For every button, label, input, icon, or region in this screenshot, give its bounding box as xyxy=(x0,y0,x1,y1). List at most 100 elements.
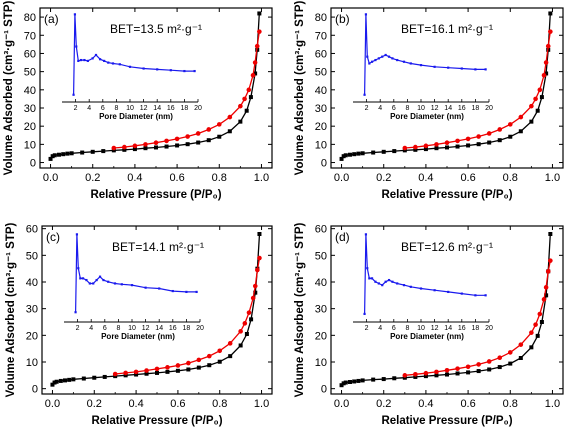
series-point-0 xyxy=(445,372,449,377)
x-tick-label: 0.0 xyxy=(43,172,58,184)
inset-series-point xyxy=(368,62,371,65)
inset-x-tick-label: 4 xyxy=(89,325,93,332)
inset-series-point xyxy=(391,57,394,60)
series-point-1 xyxy=(548,29,553,34)
inset-series-point xyxy=(83,58,86,62)
inset-series-point xyxy=(88,282,91,285)
series-point-0 xyxy=(196,140,201,145)
bet-annotation: BET=13.5 m²·g⁻¹ xyxy=(110,22,202,36)
series-point-1 xyxy=(529,330,534,335)
bet-annotation: BET=14.1 m²·g⁻¹ xyxy=(112,240,204,254)
inset-x-tick-label: 12 xyxy=(431,325,439,332)
series-point-1 xyxy=(132,143,138,149)
inset-x-tick-label: 6 xyxy=(392,105,396,112)
series-point-0 xyxy=(535,108,540,113)
series-point-0 xyxy=(455,371,460,376)
inset-x-tick-label: 8 xyxy=(116,325,120,332)
y-tick-label: 50 xyxy=(26,250,38,262)
inset-series-point xyxy=(474,294,477,297)
inset-series-point xyxy=(98,58,102,61)
x-tick-label: 0.8 xyxy=(212,172,227,184)
inset-x-tick-label: 2 xyxy=(74,105,78,112)
inset-chart: 2 4 6 8 10 12 14 16 18 20 Pore Diameter (nm) xyxy=(353,233,493,341)
inset-series-point xyxy=(120,283,123,286)
inset-series-point xyxy=(419,64,423,67)
inset-chart: 2 4 6 8 10 12 14 16 18 20 Pore Diameter (nm) xyxy=(353,13,493,121)
series-point-0 xyxy=(529,119,534,124)
series-point-0 xyxy=(217,359,222,364)
inset-series-point xyxy=(195,290,198,294)
inset-series-point xyxy=(72,93,75,96)
chart-panel-c: 0.0 0.2 0.4 0.6 0.8 1.0 0 10 20 30 40 50 60 Relative … xyxy=(5,222,273,427)
series-point-1 xyxy=(529,103,534,109)
y-tick-label: 30 xyxy=(24,103,36,115)
inset-x-axis-title: Pore Diameter (nm) xyxy=(390,332,464,341)
series-point-0 xyxy=(217,134,222,139)
chart-panel-a: 0.0 0.2 0.4 0.6 0.8 1.0 0 10 20 30 40 50 60 70 80 Relat… xyxy=(3,0,273,201)
series-point-0 xyxy=(360,151,365,156)
y-tick-label: 40 xyxy=(24,85,36,97)
y-tick-label: 10 xyxy=(315,139,327,151)
series-point-0 xyxy=(360,378,365,383)
inset-x-tick-label: 10 xyxy=(417,325,425,332)
y-tick-label: 0 xyxy=(321,384,327,396)
series-point-0 xyxy=(67,377,72,382)
inset-series-point xyxy=(474,68,477,71)
series-point-0 xyxy=(548,232,553,236)
series-point-1 xyxy=(112,371,118,377)
series-point-0 xyxy=(539,320,544,324)
series-point-0 xyxy=(356,151,361,156)
series-point-1 xyxy=(257,255,262,261)
y-tick-label: 30 xyxy=(26,304,38,316)
series-line-1 xyxy=(115,257,261,375)
series-point-0 xyxy=(392,149,397,154)
inset-x-tick-label: 4 xyxy=(378,325,382,332)
inset-series-point xyxy=(409,62,412,65)
series-point-0 xyxy=(544,71,549,76)
series-point-1 xyxy=(165,365,170,370)
x-tick-label: 0.2 xyxy=(376,398,391,410)
inset-series-point xyxy=(156,68,159,71)
inset-series-point xyxy=(169,69,172,72)
series-point-1 xyxy=(123,370,128,376)
series-point-0 xyxy=(102,374,107,379)
series-point-0 xyxy=(434,146,439,151)
series-point-0 xyxy=(339,156,344,161)
y-tick-label: 70 xyxy=(24,30,36,42)
series-point-0 xyxy=(352,152,357,157)
series-point-0 xyxy=(402,375,407,380)
series-point-1 xyxy=(216,122,222,127)
series-line-0 xyxy=(49,13,260,160)
series-point-0 xyxy=(228,354,233,359)
inset-series-point xyxy=(91,57,94,60)
inset-x-tick-label: 20 xyxy=(194,105,202,112)
series-point-0 xyxy=(111,148,116,153)
series-point-0 xyxy=(476,369,481,374)
series-point-1 xyxy=(543,60,549,65)
series-point-0 xyxy=(143,146,148,151)
series-point-0 xyxy=(392,376,397,381)
series-point-0 xyxy=(154,145,158,150)
series-point-1 xyxy=(252,283,258,289)
x-tick-label: 0.0 xyxy=(334,398,349,410)
inset-series-point xyxy=(77,267,80,270)
series-point-1 xyxy=(533,322,538,327)
series-point-1 xyxy=(133,369,139,375)
series-point-0 xyxy=(155,370,159,375)
inset-series-point xyxy=(75,45,78,48)
inset-x-tick-label: 16 xyxy=(458,105,466,112)
series-point-1 xyxy=(206,127,212,132)
inset-x-tick-label: 12 xyxy=(431,105,439,112)
inset-series-point xyxy=(363,93,366,96)
series-point-0 xyxy=(244,332,249,336)
inset-series-point xyxy=(171,289,174,293)
series-point-1 xyxy=(507,350,513,355)
series-point-1 xyxy=(206,353,212,359)
x-tick-label: 1.0 xyxy=(545,398,560,410)
inset-series-point xyxy=(368,277,371,280)
series-point-0 xyxy=(50,154,55,159)
series-point-0 xyxy=(518,129,523,134)
series-point-0 xyxy=(343,380,348,385)
inset-x-tick-label: 18 xyxy=(472,105,480,112)
series-point-1 xyxy=(153,140,159,146)
